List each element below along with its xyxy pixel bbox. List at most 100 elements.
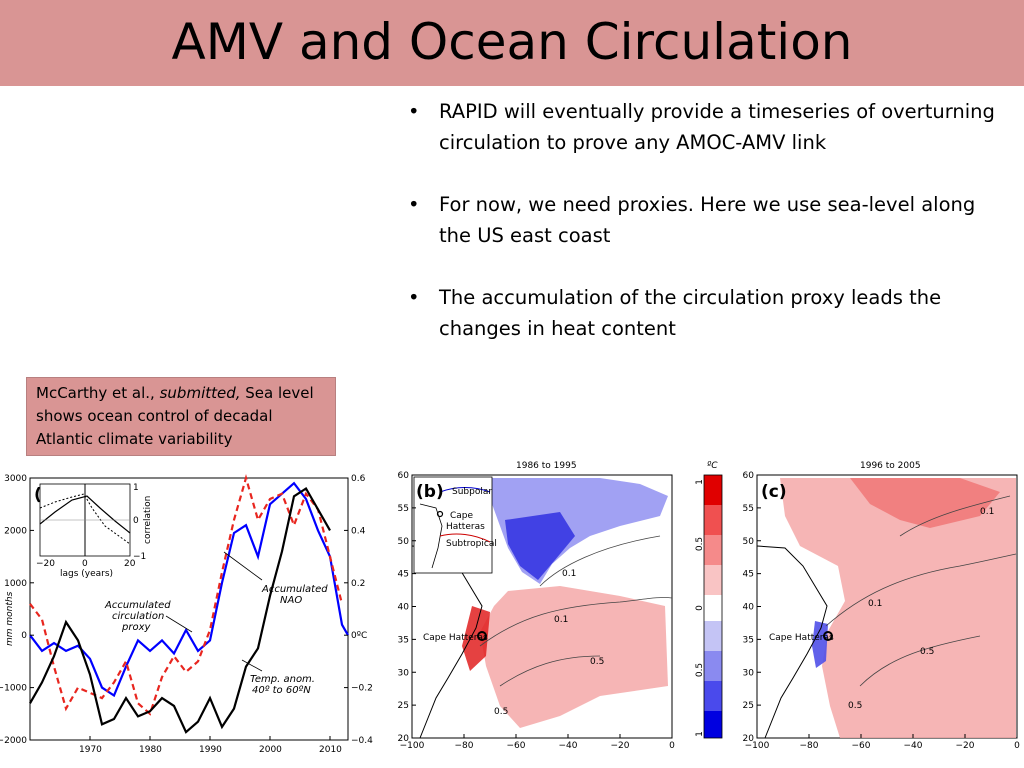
annotation-proxy-arrow: [165, 615, 193, 633]
inset-tick-y-0: 1: [133, 483, 139, 493]
panel-b-title: 1986 to 1995: [516, 461, 577, 471]
panel-c-strong-warm: [850, 478, 1000, 528]
panel-c-y-tick-4: 40: [743, 603, 755, 613]
y-tick-label-4: −1000: [0, 684, 27, 694]
panel-b-y-tick-6: 30: [398, 668, 410, 678]
panel-b-contour-3: [539, 535, 661, 587]
panel-c-title: 1996 to 2005: [860, 461, 921, 471]
panel-c-x-tick-4: −20: [956, 741, 975, 751]
panel-c-contour-2: [859, 635, 981, 687]
panel-c-y-tick-8: 20: [743, 734, 755, 744]
panel-c-contour-1: [825, 553, 1017, 627]
inset-tick-x-1: 0: [82, 559, 88, 569]
y2-tick-label-1: 0.4: [351, 526, 366, 536]
y-tick-label-3: 0: [21, 631, 27, 641]
colorbar-seg-3: [704, 535, 722, 565]
panel-b: 1986 to 1995 0.1 0.5 0.5 0.1 (b) Subpola…: [398, 461, 676, 751]
annotation-temp-arrow: [241, 659, 263, 672]
panel-c-x-tick-5: 0: [1014, 741, 1020, 751]
panel-a-series: [29, 474, 349, 734]
panel-c-cape-label: Cape Hatteras: [769, 633, 834, 643]
panel-b-cape-marker: [477, 631, 487, 641]
annotation-proxy-2: circulation: [112, 611, 164, 622]
panel-c-contour-label-2: 0.5: [848, 701, 862, 711]
panel-b-x-tick-0: −100: [400, 741, 425, 751]
panel-a-axes: 1970 1980 1990 2000 20103000200010000−1000−2…: [0, 474, 373, 755]
panel-b-contour-label-3: 0.1: [562, 569, 576, 579]
panel-c-y-tick-3: 45: [743, 570, 754, 580]
colorbar-tick-1: 0.5: [695, 537, 705, 551]
colorbar: ºC 1 0.5 0 0.5 1: [695, 461, 723, 739]
panel-b-y-tick-8: 20: [398, 734, 410, 744]
colorbar-tick-4: 1: [695, 731, 705, 737]
panel-c-coastline: [756, 545, 828, 739]
annotation-temp-2: 40º to 60ºN: [252, 685, 311, 696]
colorbar-unit: ºC: [707, 461, 718, 471]
panel-b-inset-subtropical: Subtropical: [446, 539, 497, 549]
y-tick-label-5: −2000: [0, 736, 27, 746]
panel-b-ticks: −100 −80 −60 −40 −20 0 60 55 50 45 40 35 30 25 20: [398, 471, 676, 751]
panel-b-y-tick-0: 60: [398, 471, 410, 481]
panel-b-cape-label: Cape Hatteras: [423, 633, 488, 643]
y2-tick-label-3: 0ºC: [351, 631, 367, 641]
panel-b-label: (b): [416, 482, 444, 502]
colorbar-seg-9: [704, 711, 722, 738]
slide-title: AMV and Ocean Circulation: [171, 13, 853, 71]
bullet-2: For now, we need proxies. Here we use se…: [408, 189, 1008, 251]
panel-b-contour-label-2: 0.5: [494, 707, 508, 717]
panel-c-cool-region: [812, 621, 828, 668]
panel-c-contour-label-1: 0.5: [920, 647, 934, 657]
panel-b-contour-label-0: 0.1: [554, 615, 568, 625]
panel-c-cape-marker: [823, 631, 833, 641]
panel-b-y-tick-3: 45: [398, 570, 409, 580]
panel-c-x-tick-0: −100: [745, 741, 770, 751]
panel-b-x-tick-2: −60: [507, 741, 526, 751]
panel-c-y-tick-1: 55: [743, 504, 754, 514]
panel-a-ylabel: mm months: [5, 591, 15, 646]
panel-b-y-tick-4: 40: [398, 603, 410, 613]
colorbar-tick-0: 1: [695, 479, 705, 485]
panel-b-inset-subpolar: Subpolar: [452, 487, 492, 497]
colorbar-seg-4: [704, 565, 722, 595]
series-line-1: [29, 474, 344, 716]
panel-b-x-tick-4: −20: [611, 741, 630, 751]
colorbar-seg-1: [704, 475, 722, 505]
annotation-nao-2: NAO: [280, 595, 302, 606]
bullet-3: The accumulation of the circulation prox…: [408, 282, 1008, 344]
panel-b-y-tick-7: 25: [398, 701, 409, 711]
x-tick-label-3: 2000: [259, 745, 282, 755]
panel-c-y-tick-2: 50: [743, 537, 755, 547]
annotation-proxy-3: proxy: [121, 622, 151, 633]
colorbar-tick-3: 0.5: [695, 663, 705, 677]
colorbar-seg-7: [704, 651, 722, 681]
panel-c-label: (c): [761, 482, 787, 502]
annotation-proxy-1: Accumulated: [104, 600, 171, 611]
inset-tick-y-2: −1: [133, 552, 146, 562]
panel-b-strong-cool: [505, 512, 575, 580]
panel-b-x-tick-5: 0: [669, 741, 675, 751]
inset-solid-line: [39, 495, 131, 534]
panel-b-contour-1: [479, 597, 673, 647]
panel-a: 1970 1980 1990 2000 20103000200010000−1000−2…: [0, 474, 373, 755]
y2-tick-label-4: −0.2: [351, 684, 373, 694]
annotation-nao-arrow: [223, 551, 263, 581]
panel-b-contour-label-1: 0.5: [590, 657, 604, 667]
colorbar-seg-5: [704, 595, 722, 621]
y-tick-label-1: 2000: [4, 526, 27, 536]
panel-c-contour-label-3: 0.1: [980, 507, 994, 517]
panel-b-inset-cape-1: Cape: [450, 511, 474, 521]
figure: 1970 1980 1990 2000 20103000200010000−1000−2…: [0, 461, 1020, 755]
panel-c-y-tick-6: 30: [743, 668, 755, 678]
colorbar-seg-8: [704, 681, 722, 711]
panel-b-x-tick-1: −80: [455, 741, 474, 751]
panel-b-y-tick-2: 50: [398, 537, 410, 547]
panel-c-contour-label-0: 0.1: [868, 599, 882, 609]
panel-c-x-tick-2: −60: [852, 741, 871, 751]
panel-b-inset-frame: [413, 476, 493, 574]
panel-b-inset-cape-2: Hatteras: [446, 522, 485, 532]
panel-b-y-tick-1: 55: [398, 504, 409, 514]
panel-b-strong-warm: [462, 606, 490, 671]
reference-rest: Sea level shows ocean control of decadal…: [36, 384, 314, 448]
panel-c-contour-3: [899, 495, 1011, 537]
panel-c-y-tick-0: 60: [743, 471, 755, 481]
